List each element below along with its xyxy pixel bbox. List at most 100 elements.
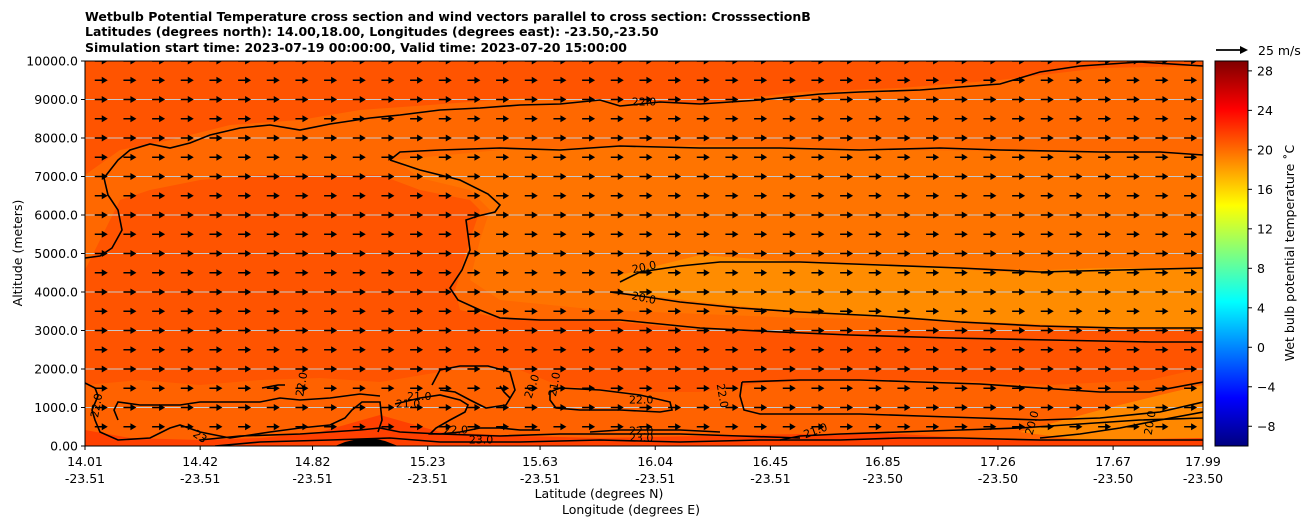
wind-vector xyxy=(1069,61,1083,65)
wind-vector xyxy=(1069,153,1083,161)
wind-vector xyxy=(467,404,481,411)
contour-label: 21.0 xyxy=(407,390,432,403)
wind-vector xyxy=(725,307,739,315)
wind-vector xyxy=(324,423,338,431)
wind-vector xyxy=(582,115,596,123)
wind-vector xyxy=(1012,250,1026,257)
wind-vector xyxy=(123,134,137,142)
wind-vector xyxy=(811,250,825,257)
wind-vector xyxy=(811,192,825,200)
x-tick-label-lon: -23.51 xyxy=(180,471,220,486)
wind-vector xyxy=(897,327,911,334)
wind-vector xyxy=(782,384,796,392)
wind-vector xyxy=(897,61,911,65)
wind-vector xyxy=(983,288,997,296)
wind-vector xyxy=(352,230,366,238)
wind-vector xyxy=(754,192,768,200)
wind-vector xyxy=(983,192,997,200)
wind-vector xyxy=(782,307,796,315)
wind-vector xyxy=(1040,404,1054,411)
wind-vector xyxy=(1040,307,1054,315)
x-tick-label-lat: 14.42 xyxy=(182,454,218,469)
wind-vector xyxy=(1040,61,1054,65)
wind-vector xyxy=(266,115,280,123)
wind-vector xyxy=(180,61,194,65)
wind-vector xyxy=(1126,76,1140,84)
wind-vector xyxy=(1012,384,1026,392)
wind-vector xyxy=(524,211,538,219)
wind-vector xyxy=(582,327,596,334)
wind-vector xyxy=(1184,192,1198,200)
wind-vector xyxy=(1184,346,1198,354)
y-tick-label: 1000.0 xyxy=(34,400,78,415)
wind-vector xyxy=(1155,423,1169,431)
wind-vector xyxy=(1012,307,1026,315)
wind-vector xyxy=(524,134,538,142)
wind-vector xyxy=(1040,327,1054,334)
wind-vector xyxy=(1126,384,1140,392)
wind-vector xyxy=(696,307,710,315)
wind-vector xyxy=(811,96,825,103)
wind-vector xyxy=(352,134,366,142)
wind-vector xyxy=(983,76,997,84)
wind-vector xyxy=(94,346,108,354)
x-axis-label-line-2: Longitude (degrees E) xyxy=(562,502,700,517)
wind-vector xyxy=(180,346,194,354)
wind-vector xyxy=(1155,307,1169,315)
wind-vector xyxy=(610,327,624,334)
wind-vector xyxy=(152,230,166,238)
wind-vector xyxy=(954,211,968,219)
wind-vector xyxy=(438,96,452,103)
wind-vector xyxy=(381,365,395,373)
wind-vector xyxy=(238,365,252,373)
wind-vector xyxy=(180,153,194,161)
wind-vector xyxy=(811,134,825,142)
wind-vector xyxy=(1098,384,1112,392)
wind-vector xyxy=(868,96,882,103)
wind-vector xyxy=(324,76,338,84)
wind-vector xyxy=(553,404,567,411)
colorbar-ticks: −8 −4 0 4 8 12 16 20 24 28 xyxy=(1248,63,1275,434)
wind-vector xyxy=(152,115,166,123)
wind-vector xyxy=(983,211,997,219)
wind-vector xyxy=(1040,230,1054,238)
wind-vector xyxy=(1069,173,1083,180)
wind-vector xyxy=(266,365,280,373)
wind-vector xyxy=(209,346,223,354)
wind-vector xyxy=(94,134,108,142)
wind-vector xyxy=(467,365,481,373)
wind-vector xyxy=(410,61,424,65)
wind-vector xyxy=(696,269,710,277)
wind-vector xyxy=(1040,192,1054,200)
wind-vector xyxy=(610,250,624,257)
wind-vector xyxy=(496,423,510,431)
wind-vector xyxy=(754,153,768,161)
wind-vector xyxy=(94,250,108,257)
wind-vector xyxy=(840,61,854,65)
wind-vector xyxy=(1126,404,1140,411)
wind-vector xyxy=(610,192,624,200)
wind-vector xyxy=(668,269,682,277)
wind-vector xyxy=(381,307,395,315)
x-tick-label-lon: -23.51 xyxy=(65,471,105,486)
wind-vector xyxy=(639,115,653,123)
wind-vector xyxy=(926,365,940,373)
wind-vector xyxy=(725,61,739,65)
wind-vector xyxy=(926,423,940,431)
wind-vector xyxy=(1155,346,1169,354)
wind-vector xyxy=(725,115,739,123)
wind-vector xyxy=(238,61,252,65)
x-tick-label-lon: -23.51 xyxy=(750,471,790,486)
wind-vector xyxy=(266,153,280,161)
wind-vector xyxy=(1184,250,1198,257)
wind-vector xyxy=(1126,134,1140,142)
wind-vector xyxy=(926,384,940,392)
wind-vector xyxy=(1069,327,1083,334)
wind-vector xyxy=(811,288,825,296)
wind-vector xyxy=(668,365,682,373)
wind-vector xyxy=(553,96,567,103)
wind-vector xyxy=(381,346,395,354)
wind-vector xyxy=(1069,404,1083,411)
wind-vector xyxy=(266,423,280,431)
wind-vector xyxy=(209,211,223,219)
